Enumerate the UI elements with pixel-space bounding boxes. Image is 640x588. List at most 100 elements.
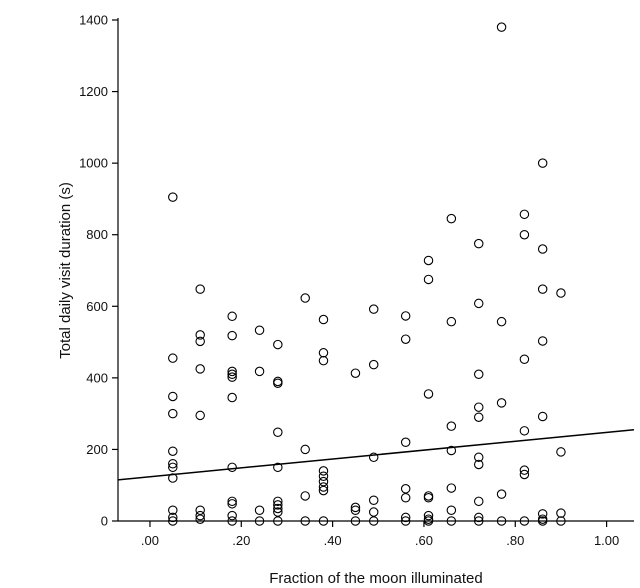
data-point: [496, 22, 507, 32]
data-point: [227, 311, 237, 322]
axes: [117, 18, 634, 522]
data-point: [473, 459, 484, 470]
data-point: [519, 229, 530, 240]
data-point: [273, 503, 283, 514]
data-point: [318, 348, 329, 358]
data-point: [537, 509, 548, 519]
data-point: [519, 465, 530, 475]
data-point: [300, 516, 310, 526]
data-point: [446, 445, 457, 456]
data-point: [318, 485, 329, 496]
data-point: [473, 238, 484, 249]
data-point: [168, 391, 178, 402]
data-point: [368, 507, 379, 517]
data-point: [423, 389, 434, 399]
data-point: [423, 492, 434, 503]
data-point: [446, 213, 457, 224]
data-point: [273, 339, 283, 350]
data-point: [400, 516, 411, 526]
data-point: [368, 304, 379, 314]
x-tick-label: .80: [506, 533, 524, 548]
data-point: [537, 336, 548, 346]
data-points: [168, 22, 566, 526]
data-point: [168, 192, 178, 202]
data-point: [227, 462, 237, 473]
data-point: [227, 516, 237, 526]
data-point: [400, 484, 411, 494]
data-point: [273, 427, 283, 438]
data-point: [368, 452, 379, 463]
data-point: [423, 510, 434, 521]
data-point: [227, 499, 237, 509]
data-point: [446, 421, 457, 431]
data-point: [368, 516, 379, 526]
data-point: [400, 311, 411, 321]
data-point: [227, 330, 237, 341]
data-point: [473, 512, 484, 523]
data-point: [368, 495, 379, 505]
data-point: [473, 402, 484, 412]
data-point: [195, 510, 205, 521]
x-tick-label: 1.00: [594, 533, 619, 548]
data-point: [400, 512, 411, 523]
data-point: [254, 366, 265, 377]
data-point: [519, 209, 530, 220]
data-point: [227, 496, 237, 507]
data-point: [519, 516, 530, 526]
data-point: [473, 298, 484, 309]
data-point: [254, 505, 265, 516]
data-point: [473, 516, 484, 526]
data-point: [473, 496, 484, 507]
data-point: [556, 508, 566, 518]
trend-line: [117, 428, 635, 481]
x-tick-label: .40: [324, 533, 342, 548]
data-point: [350, 505, 361, 516]
y-axis-ticks: 0 200 400 600 800 1000 1200 1400: [79, 13, 118, 529]
data-point: [195, 514, 205, 524]
data-point: [446, 516, 457, 526]
x-tick-label: .60: [415, 533, 433, 548]
data-point: [168, 458, 178, 469]
y-tick-label: 1400: [79, 13, 108, 28]
y-tick-label: 1000: [79, 156, 108, 171]
data-point: [446, 483, 457, 493]
data-point: [537, 158, 548, 168]
data-point: [350, 368, 361, 378]
data-point: [519, 354, 530, 364]
data-point: [195, 330, 205, 340]
data-point: [227, 392, 237, 403]
data-point: [195, 336, 205, 347]
data-point: [227, 366, 237, 377]
data-point: [168, 446, 178, 456]
data-point: [195, 284, 205, 294]
data-point: [350, 502, 361, 513]
data-point: [350, 516, 361, 526]
data-point: [400, 334, 411, 344]
data-point: [473, 412, 484, 422]
data-point: [519, 469, 530, 480]
data-point: [423, 516, 434, 526]
y-tick-label: 200: [86, 442, 108, 457]
data-point: [300, 444, 310, 455]
y-axis-title: Total daily visit duration (s): [57, 182, 74, 359]
data-point: [273, 378, 283, 388]
data-point: [168, 516, 178, 526]
y-tick-label: 400: [86, 370, 108, 385]
data-point: [556, 288, 566, 298]
data-point: [318, 471, 329, 482]
data-point: [368, 359, 379, 370]
data-point: [556, 447, 566, 457]
data-point: [227, 510, 237, 521]
data-point: [537, 244, 548, 254]
data-point: [537, 411, 548, 422]
data-point: [195, 364, 205, 374]
data-point: [537, 284, 548, 294]
data-point: [556, 516, 566, 526]
data-point: [227, 369, 237, 380]
data-point: [318, 355, 329, 366]
x-tick-label: .20: [232, 533, 250, 548]
y-tick-label: 600: [86, 299, 108, 314]
data-point: [168, 353, 178, 363]
x-axis-ticks: .00 .20 .40 .60 .80 1.00: [141, 521, 619, 548]
